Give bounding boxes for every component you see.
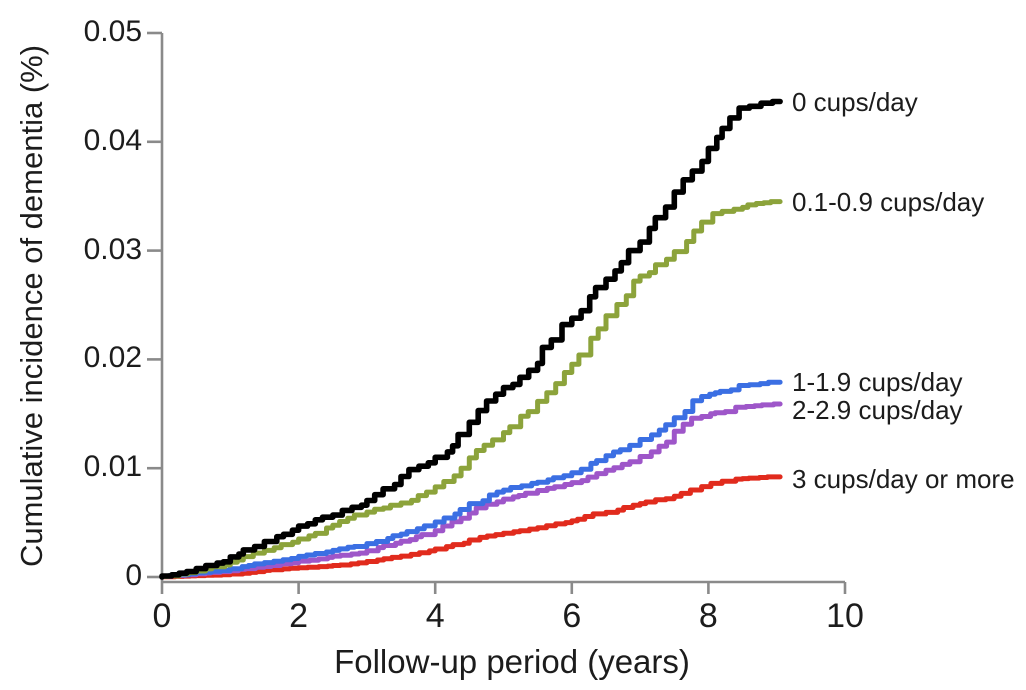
series-label-2-2-9-cups: 2-2.9 cups/day [792,395,963,425]
data-curves [159,98,783,580]
series-label-3-cups-or-more: 3 cups/day or more [792,463,1015,494]
curve-0-cups-day [159,98,783,580]
curve-2-2-9-cups-day [159,401,783,580]
x-tick-label: 2 [289,597,309,635]
curve-3-cups-day-or-more [159,474,783,580]
x-tick-label: 8 [698,597,718,635]
series-label-0-1-0-9-cups: 0.1-0.9 cups/day [792,186,985,217]
y-axis-title: Cumulative incidence of dementia (%) [14,44,49,568]
y-tick-label: 0.01 [83,450,142,484]
axes [147,31,847,594]
series-label-0-cups: 0 cups/day [792,86,918,117]
x-tick-label: 6 [562,597,582,635]
y-tick-label: 0.03 [83,232,142,266]
series-label-1-1-9-cups: 1-1.9 cups/day [792,367,963,398]
x-tick-label: 0 [152,597,172,635]
x-tick-label: 10 [826,597,864,635]
curve-1-1-9-cups-day [159,379,783,580]
x-axis-title: Follow-up period (years) [334,643,690,680]
y-tick-label: 0.05 [83,15,142,48]
x-tick-label: 4 [425,597,445,635]
y-tick-label: 0 [125,559,142,592]
y-tick-label: 0.04 [83,123,142,157]
y-tick-label: 0.02 [83,341,142,375]
curve-0-1-0-9-cups-day [159,199,783,580]
